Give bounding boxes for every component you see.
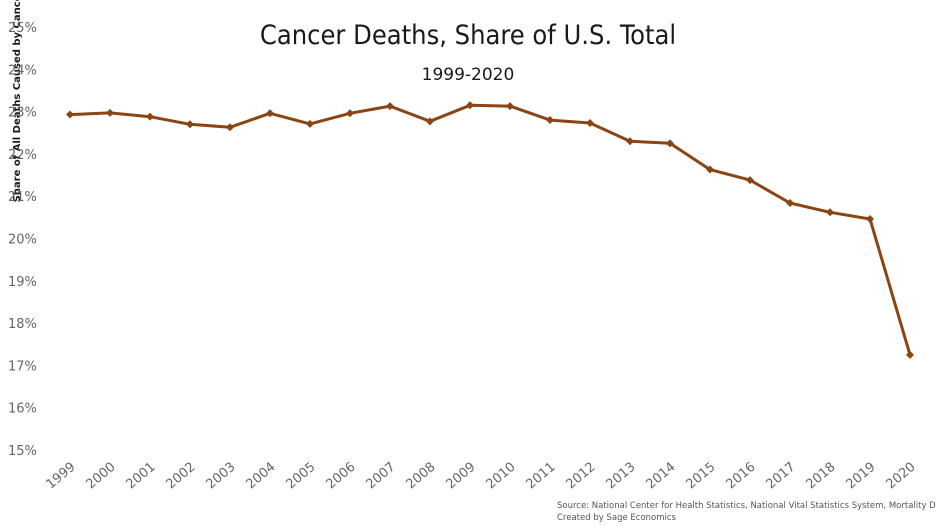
- x-tick-label: 2009: [444, 460, 479, 493]
- x-tick-label: 2001: [124, 460, 159, 493]
- x-tick-label: 2016: [724, 460, 759, 493]
- data-point-marker: [66, 110, 74, 119]
- x-tick-label: 2011: [524, 460, 559, 493]
- x-tick-label: 2004: [244, 460, 279, 493]
- x-tick-label: 2007: [364, 460, 399, 493]
- data-point-marker: [146, 112, 154, 121]
- data-point-marker: [466, 101, 474, 110]
- data-point-marker: [906, 350, 914, 359]
- data-point-marker: [826, 208, 834, 217]
- y-tick-label: 23%: [8, 106, 37, 121]
- y-tick-label: 25%: [8, 21, 37, 36]
- x-tick-label: 2017: [764, 460, 799, 493]
- chart-subtitle: 1999-2020: [422, 65, 515, 85]
- source-note: Source: National Center for Health Stati…: [557, 501, 936, 511]
- y-tick-label: 19%: [8, 275, 37, 290]
- data-point-marker: [346, 109, 354, 118]
- x-tick-label: 2015: [684, 460, 719, 493]
- y-axis-label: Share of All Deaths Caused by Cancer: [12, 0, 23, 202]
- series-line: [69, 103, 912, 356]
- x-tick-label: 2010: [484, 460, 519, 493]
- data-point-marker: [866, 215, 874, 224]
- y-tick-label: 16%: [8, 402, 37, 417]
- y-axis-ticks: 15% 16% 17% 18% 19% 20% 21% 22% 23% 24% 25%: [8, 21, 37, 459]
- data-point-marker: [706, 165, 714, 174]
- data-point-marker: [426, 117, 434, 126]
- y-tick-label: 21%: [8, 190, 37, 205]
- y-tick-label: 24%: [8, 63, 37, 78]
- data-point-marker: [226, 123, 234, 132]
- x-tick-label: 2012: [564, 460, 599, 493]
- y-tick-label: 17%: [8, 359, 37, 374]
- x-tick-label: 2003: [204, 460, 239, 493]
- x-tick-label: 2013: [604, 460, 639, 493]
- x-tick-label: 2014: [644, 460, 679, 493]
- series-line-group: [66, 101, 914, 359]
- data-point-marker: [626, 137, 634, 146]
- x-tick-label: 2008: [404, 460, 439, 493]
- data-point-marker: [666, 139, 674, 148]
- data-point-marker: [106, 108, 114, 117]
- data-point-marker: [786, 198, 794, 207]
- data-point-marker: [746, 176, 754, 185]
- data-point-marker: [386, 102, 394, 111]
- data-point-marker: [266, 109, 274, 118]
- x-tick-label: 2020: [884, 460, 919, 493]
- x-tick-label: 2000: [84, 460, 119, 493]
- y-tick-label: 15%: [8, 444, 37, 459]
- x-tick-label: 2006: [324, 460, 359, 493]
- x-tick-label: 2002: [164, 460, 199, 493]
- x-tick-label: 1999: [44, 460, 79, 493]
- y-tick-label: 20%: [8, 233, 37, 248]
- credit-note: Created by Sage Economics: [557, 513, 677, 523]
- data-point-marker: [306, 119, 314, 128]
- x-tick-label: 2018: [804, 460, 839, 493]
- data-point-marker: [586, 119, 594, 128]
- x-tick-label: 2019: [844, 460, 879, 493]
- y-tick-label: 18%: [8, 317, 37, 332]
- data-point-marker: [506, 102, 514, 111]
- data-point-marker: [546, 116, 554, 125]
- data-point-marker: [186, 120, 194, 129]
- y-tick-label: 22%: [8, 148, 37, 163]
- x-axis-ticks: 1999 2000 2001 2002 2003 2004 2005 2006 2007 2008…: [44, 460, 919, 493]
- x-tick-label: 2005: [284, 460, 319, 493]
- chart-title: Cancer Deaths, Share of U.S. Total: [260, 20, 676, 51]
